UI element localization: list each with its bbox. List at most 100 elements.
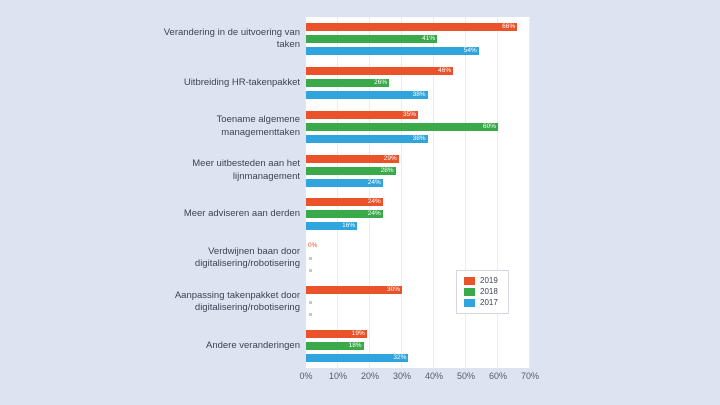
bar-2019: 19% xyxy=(306,330,367,339)
bar-2018: 24% xyxy=(306,210,383,219)
legend-swatch xyxy=(464,288,475,296)
legend-item: 2017 xyxy=(464,299,498,307)
bar-row-2019: 0% xyxy=(306,242,530,250)
bar-row-2018 xyxy=(306,298,530,306)
bar-row-2019: 19% xyxy=(306,330,530,339)
category-labels: Verandering in de uitvoering van taken Ui… xyxy=(158,17,300,368)
bar-row-2018: 18% xyxy=(306,342,530,351)
category-label: Uitbreiding HR-takenpakket xyxy=(158,61,300,105)
plot-area: 66% 41% 54% 46% 26% 38% 35% 60% 38% 29% 28% 24% 24% 2… xyxy=(306,17,530,368)
value-label: 24% xyxy=(367,178,381,186)
x-axis: 0% 10% 20% 30% 40% 50% 60% 70% xyxy=(299,371,539,383)
bar-2019: 29% xyxy=(306,154,399,163)
bar-2019: 24% xyxy=(306,198,383,207)
bar-2018: 26% xyxy=(306,78,390,87)
x-tick-label: 50% xyxy=(456,371,476,381)
bar-group: 24% 24% 16% xyxy=(306,193,530,237)
bar-2017: 38% xyxy=(306,134,428,143)
value-label: 24% xyxy=(367,198,381,206)
legend-label: 2018 xyxy=(480,287,498,296)
no-data-marker xyxy=(309,268,312,272)
bar-row-2017: 38% xyxy=(306,134,530,143)
x-tick-label: 30% xyxy=(392,371,412,381)
bar-2018: 28% xyxy=(306,166,396,175)
bar-row-2017: 38% xyxy=(306,90,530,99)
value-label: 30% xyxy=(386,286,400,294)
value-label: 38% xyxy=(412,134,426,142)
value-label: 46% xyxy=(438,66,452,74)
bar-2019: 66% xyxy=(306,22,518,31)
value-label: 35% xyxy=(402,110,416,118)
bar-group: 29% 28% 24% xyxy=(306,149,530,193)
x-tick-label: 40% xyxy=(424,371,444,381)
bar-row-2019: 66% xyxy=(306,22,530,31)
bar-2017: 38% xyxy=(306,90,428,99)
bar-2018: 60% xyxy=(306,122,498,131)
legend-label: 2017 xyxy=(480,298,498,307)
bar-row-2017: 16% xyxy=(306,222,530,231)
bar-row-2018: 41% xyxy=(306,34,530,43)
category-label-text: Verdwijnen baan door digitalisering/robo… xyxy=(194,245,300,270)
bar-group: 0% xyxy=(306,236,530,280)
bar-row-2018: 26% xyxy=(306,78,530,87)
value-label: 19% xyxy=(351,330,365,338)
bar-2019: 30% xyxy=(306,286,402,295)
bar-group: 30% xyxy=(306,280,530,324)
category-label: Aanpassing takenpakket door digitaliseri… xyxy=(158,280,300,324)
bar-row-2019: 29% xyxy=(306,154,530,163)
category-label-text: Uitbreiding HR-takenpakket xyxy=(183,76,300,88)
bar-2017: 24% xyxy=(306,178,383,187)
x-tick-label: 70% xyxy=(520,371,540,381)
category-label-text: Verandering in de uitvoering van taken xyxy=(163,26,300,50)
category-label: Andere veranderingen xyxy=(158,324,300,368)
no-data-marker xyxy=(309,300,312,304)
bar-2017: 32% xyxy=(306,354,409,363)
x-tick-label: 20% xyxy=(360,371,380,381)
bar-row-2017: 54% xyxy=(306,46,530,55)
legend-item: 2019 xyxy=(464,277,498,285)
value-label: 54% xyxy=(463,46,477,54)
x-tick-label: 60% xyxy=(488,371,508,381)
bar-row-2018: 60% xyxy=(306,122,530,131)
value-label: 60% xyxy=(482,122,496,130)
value-label: 38% xyxy=(412,90,426,98)
value-label: 66% xyxy=(502,22,516,30)
value-label: 29% xyxy=(383,154,397,162)
category-label: Verdwijnen baan door digitalisering/robo… xyxy=(158,236,300,280)
bar-row-2017 xyxy=(306,266,530,274)
bar-2019: 46% xyxy=(306,66,454,75)
legend: 2019 2018 2017 xyxy=(456,270,509,314)
category-label: Toename algemene managementtaken xyxy=(158,105,300,149)
bar-group: 19% 18% 32% xyxy=(306,324,530,368)
no-data-marker xyxy=(309,312,312,316)
bar-2018: 41% xyxy=(306,34,438,43)
bar-2019: 35% xyxy=(306,110,418,119)
category-label-text: Meer uitbesteden aan het lijnmanagement xyxy=(192,158,300,182)
bar-row-2019: 46% xyxy=(306,66,530,75)
value-label: 16% xyxy=(342,222,356,230)
bar-row-2017: 32% xyxy=(306,354,530,363)
x-tick-label: 0% xyxy=(299,371,313,381)
category-label: Meer uitbesteden aan het lijnmanagement xyxy=(158,149,300,193)
bar-row-2019: 30% xyxy=(306,286,530,295)
value-label: 41% xyxy=(422,34,436,42)
bar-group: 35% 60% 38% xyxy=(306,105,530,149)
category-label: Verandering in de uitvoering van taken xyxy=(158,17,300,61)
bar-group: 46% 26% 38% xyxy=(306,61,530,105)
bar-2018: 18% xyxy=(306,342,364,351)
bar-row-2017 xyxy=(306,310,530,318)
no-data-marker xyxy=(309,256,312,260)
bar-group: 66% 41% 54% xyxy=(306,17,530,61)
bar-row-2019: 35% xyxy=(306,110,530,119)
category-label: Meer adviseren aan derden xyxy=(158,193,300,237)
bar-row-2018: 28% xyxy=(306,166,530,175)
category-label-text: Aanpassing takenpakket door digitaliseri… xyxy=(174,289,300,314)
legend-swatch xyxy=(464,277,475,285)
value-label: 28% xyxy=(380,166,394,174)
legend-swatch xyxy=(464,299,475,307)
bar-row-2018 xyxy=(306,254,530,262)
bar-row-2018: 24% xyxy=(306,210,530,219)
category-label-text: Toename algemene managementtaken xyxy=(216,114,300,138)
value-label: 32% xyxy=(393,354,407,362)
category-label-text: Andere veranderingen xyxy=(205,339,300,351)
